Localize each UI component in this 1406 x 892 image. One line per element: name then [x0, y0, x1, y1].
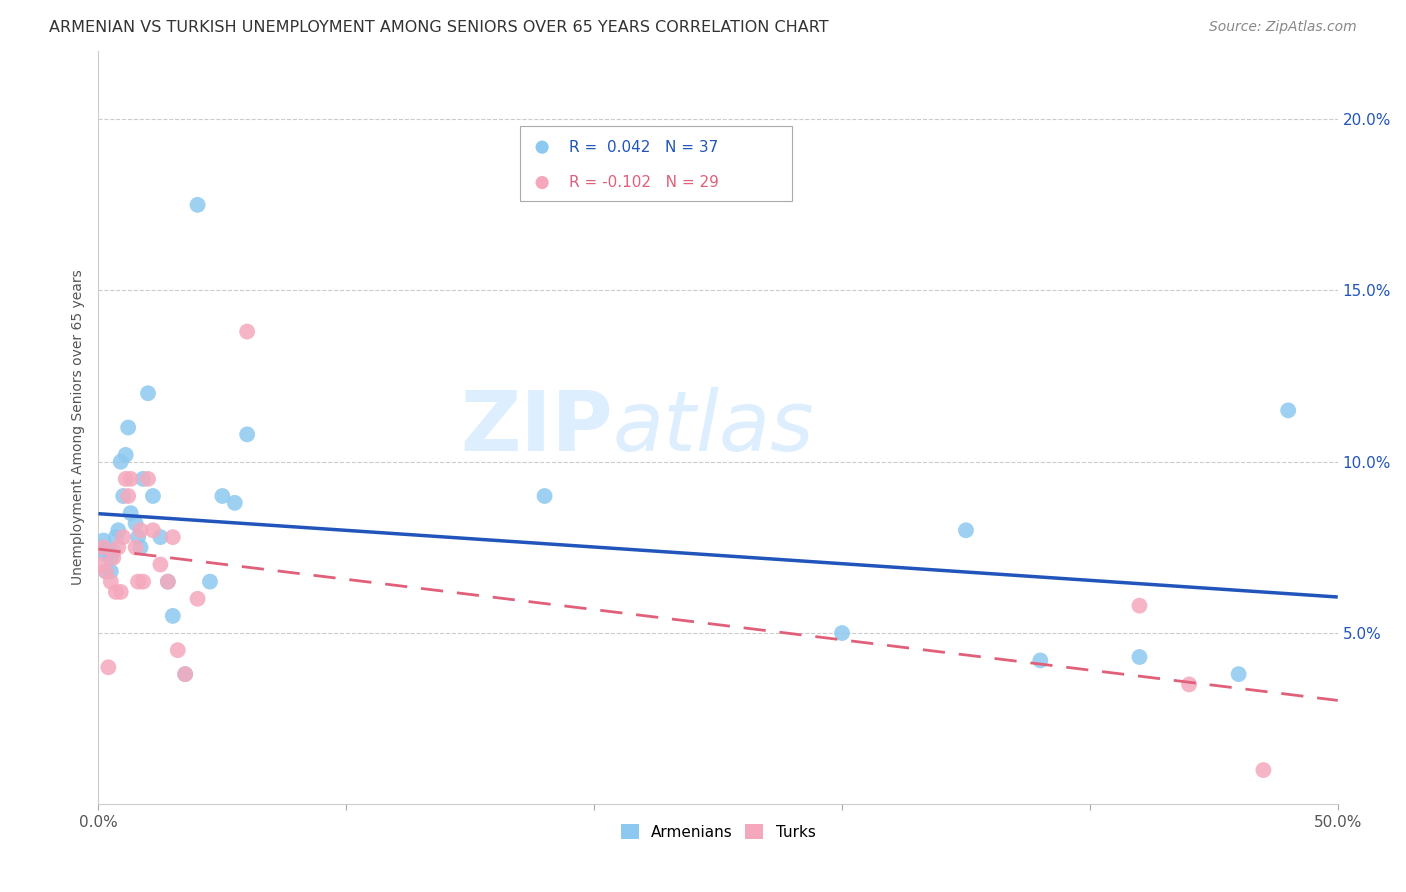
Point [90, 558, 112, 572]
Point [149, 558, 172, 572]
Point [100, 574, 122, 589]
Point [831, 626, 853, 640]
Point [120, 506, 142, 520]
Point [1277, 403, 1299, 417]
Point [114, 448, 136, 462]
Point [94, 547, 117, 561]
Text: ARMENIAN VS TURKISH UNEMPLOYMENT AMONG SENIORS OVER 65 YEARS CORRELATION CHART: ARMENIAN VS TURKISH UNEMPLOYMENT AMONG S… [49, 20, 828, 35]
Point [103, 550, 125, 565]
Point [224, 496, 246, 510]
Point [198, 574, 221, 589]
Point [94, 565, 117, 579]
Point [156, 574, 179, 589]
Point [112, 530, 135, 544]
Point [162, 530, 184, 544]
Point [1029, 653, 1052, 667]
Point [187, 198, 209, 212]
Point [236, 325, 259, 339]
Point [107, 541, 129, 555]
Point [97, 660, 120, 674]
Point [142, 523, 165, 537]
Point [110, 585, 132, 599]
Point [162, 608, 184, 623]
Point [236, 427, 259, 442]
Point [107, 523, 129, 537]
Point [94, 565, 117, 579]
Point [100, 550, 122, 565]
Point [103, 544, 125, 558]
Point [93, 533, 115, 548]
Point [129, 541, 152, 555]
Point [90, 541, 112, 555]
Point [132, 472, 155, 486]
Point [127, 530, 149, 544]
Text: ZIP: ZIP [460, 387, 613, 468]
Text: atlas: atlas [613, 387, 814, 468]
Point [142, 489, 165, 503]
Y-axis label: Unemployment Among Seniors over 65 years: Unemployment Among Seniors over 65 years [72, 269, 86, 585]
Point [117, 420, 139, 434]
Point [1128, 599, 1150, 613]
Point [1178, 677, 1201, 691]
Point [166, 643, 188, 657]
Point [104, 585, 127, 599]
Point [149, 530, 172, 544]
Point [112, 489, 135, 503]
Point [174, 667, 197, 681]
Point [533, 489, 555, 503]
Point [1128, 650, 1150, 665]
Point [97, 544, 120, 558]
Text: Source: ZipAtlas.com: Source: ZipAtlas.com [1209, 20, 1357, 34]
Point [110, 455, 132, 469]
Point [114, 472, 136, 486]
Point [124, 541, 146, 555]
Point [211, 489, 233, 503]
Point [174, 667, 197, 681]
Point [127, 574, 149, 589]
Point [129, 523, 152, 537]
Point [1253, 763, 1275, 777]
Point [136, 472, 159, 486]
Text: R = -0.102   N = 29: R = -0.102 N = 29 [569, 175, 720, 190]
FancyBboxPatch shape [520, 126, 793, 202]
Point [93, 541, 115, 555]
Point [187, 591, 209, 606]
Text: R =  0.042   N = 37: R = 0.042 N = 37 [569, 140, 718, 154]
Point [132, 574, 155, 589]
Point [955, 523, 977, 537]
Point [156, 574, 179, 589]
Point [117, 489, 139, 503]
Point [100, 565, 122, 579]
Point [136, 386, 159, 401]
Point [104, 530, 127, 544]
Legend: Armenians, Turks: Armenians, Turks [614, 817, 821, 846]
Point [1227, 667, 1250, 681]
Point [120, 472, 142, 486]
Point [124, 516, 146, 531]
